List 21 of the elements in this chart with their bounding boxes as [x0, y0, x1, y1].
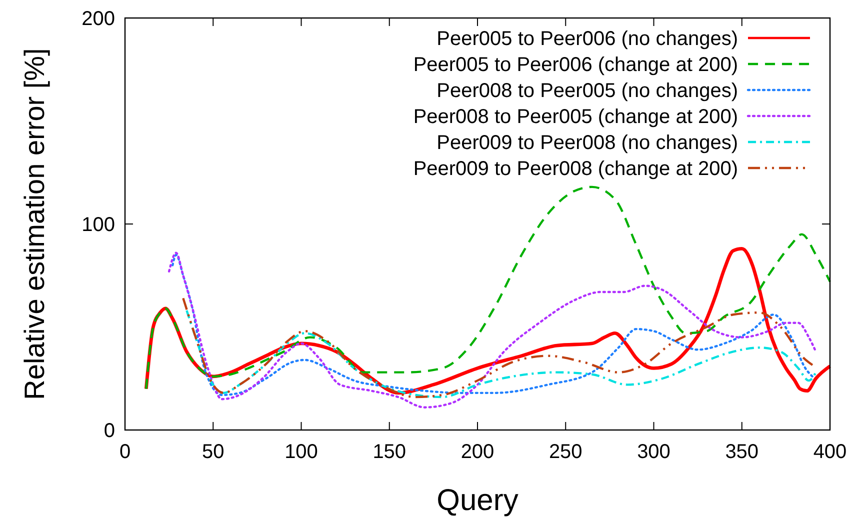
y-tick-label: 0 [104, 420, 115, 442]
legend-label: Peer005 to Peer006 (no changes) [436, 28, 738, 50]
x-tick-label: 0 [119, 441, 131, 463]
x-tick-label: 400 [813, 441, 847, 463]
line-series [145, 186, 832, 390]
x-tick-label: 100 [284, 441, 318, 463]
x-axis-title: Query [436, 484, 518, 517]
y-tick-label: 100 [82, 214, 115, 236]
legend-label: Peer009 to Peer008 (no changes) [436, 132, 738, 154]
x-tick-label: 50 [202, 441, 224, 463]
legend-label: Peer008 to Peer005 (change at 200) [413, 106, 738, 128]
x-tick-label: 300 [637, 441, 670, 463]
legend-label: Peer005 to Peer006 (change at 200) [413, 54, 738, 76]
x-tick-label: 250 [548, 441, 582, 463]
y-tick-label: 200 [82, 8, 115, 30]
x-tick-label: 350 [725, 441, 759, 463]
y-axis-title: Relative estimation error [%] [19, 48, 50, 400]
legend-label: Peer009 to Peer008 (change at 200) [413, 158, 738, 180]
x-tick-label: 200 [460, 441, 494, 463]
legend-label: Peer008 to Peer005 (no changes) [436, 80, 738, 102]
x-tick-label: 150 [372, 441, 406, 463]
